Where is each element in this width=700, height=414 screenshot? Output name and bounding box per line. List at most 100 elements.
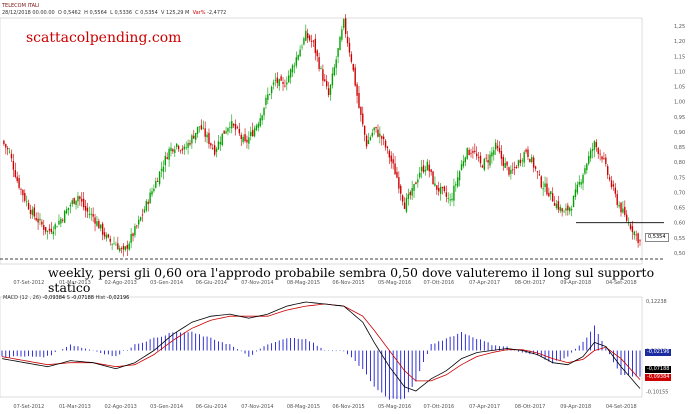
candle-body bbox=[506, 161, 508, 166]
candle-body bbox=[75, 200, 77, 206]
candle-body bbox=[445, 192, 448, 197]
candle-body bbox=[67, 207, 70, 210]
candle-body bbox=[284, 85, 286, 87]
candle-body bbox=[282, 82, 284, 84]
candle-body bbox=[84, 205, 87, 211]
candle-body bbox=[240, 134, 242, 139]
candle-body bbox=[261, 115, 263, 121]
candle-body bbox=[221, 133, 223, 146]
candle-body bbox=[122, 245, 125, 250]
candle-body bbox=[187, 142, 189, 148]
candle-body bbox=[620, 202, 622, 213]
candle-body bbox=[407, 194, 410, 199]
candle-body bbox=[117, 243, 119, 250]
ticker-label: TELECOM ITALI bbox=[2, 3, 40, 9]
candle-body bbox=[458, 171, 461, 181]
candle-body bbox=[151, 191, 153, 195]
candle-body bbox=[14, 169, 16, 177]
candle-body bbox=[269, 94, 271, 95]
candle-body bbox=[6, 148, 9, 150]
candle-body bbox=[430, 169, 432, 173]
candle-body bbox=[510, 169, 512, 174]
price-y-tick: 0,75 bbox=[674, 175, 685, 181]
candle-body bbox=[572, 195, 575, 208]
price-y-tick: 0,65 bbox=[674, 206, 685, 212]
candle-body bbox=[377, 129, 379, 137]
candle-body bbox=[232, 123, 235, 126]
candle-body bbox=[307, 33, 309, 39]
candle-body bbox=[561, 208, 563, 212]
candle-body bbox=[204, 128, 206, 137]
candle-body bbox=[111, 243, 113, 245]
candle-body bbox=[43, 225, 45, 230]
candle-body bbox=[405, 197, 408, 212]
price-x-tick: 07-Apr-2017 bbox=[469, 280, 500, 286]
price-x-tick: 09-Apr-2018 bbox=[560, 280, 591, 286]
candle-body bbox=[614, 187, 617, 194]
candle-body bbox=[513, 167, 516, 169]
candle-body bbox=[157, 181, 159, 182]
candle-body bbox=[227, 128, 229, 132]
candle-body bbox=[126, 245, 129, 249]
candle-body bbox=[291, 65, 294, 73]
macd-legend: MACD (12 , 26) -0,09384 S -0,07188 Hist … bbox=[3, 295, 129, 301]
close-value: 0,5354 bbox=[140, 10, 158, 16]
candle-body bbox=[166, 157, 168, 159]
candle-body bbox=[229, 127, 231, 128]
candle-body bbox=[44, 227, 47, 232]
candle-body bbox=[303, 38, 305, 45]
candle-body bbox=[120, 248, 123, 249]
candle-body bbox=[599, 153, 601, 155]
candle-body bbox=[419, 172, 421, 178]
candle-body bbox=[360, 106, 362, 115]
candle-body bbox=[339, 36, 341, 51]
candle-body bbox=[77, 195, 79, 202]
candle-body bbox=[375, 126, 377, 129]
candle-body bbox=[139, 217, 142, 221]
candle-body bbox=[20, 188, 22, 190]
macd-x-tick: 01-Mar-2013 bbox=[59, 404, 91, 410]
candle-body bbox=[525, 149, 527, 152]
signal-value: -0,07188 bbox=[71, 295, 94, 301]
candle-body bbox=[551, 193, 554, 202]
candle-body bbox=[470, 152, 472, 154]
candle-body bbox=[365, 135, 368, 147]
price-y-tick: 1,25 bbox=[674, 24, 685, 30]
candle-body bbox=[438, 187, 440, 192]
candle-body bbox=[388, 151, 391, 158]
candle-body bbox=[335, 59, 337, 68]
candle-body bbox=[82, 198, 85, 208]
candle-body bbox=[544, 183, 546, 187]
candle-body bbox=[115, 244, 117, 246]
candle-body bbox=[314, 38, 317, 54]
candle-body bbox=[267, 94, 269, 100]
candle-body bbox=[483, 158, 485, 170]
candle-body bbox=[286, 82, 288, 85]
candle-body bbox=[534, 166, 537, 169]
price-x-tick: 06-Giu-2014 bbox=[196, 280, 227, 286]
candle-body bbox=[223, 130, 225, 134]
candle-body bbox=[462, 161, 465, 167]
candle-body bbox=[310, 40, 313, 42]
candle-body bbox=[589, 150, 592, 159]
candle-body bbox=[270, 86, 273, 94]
candle-body bbox=[369, 137, 372, 140]
candle-body bbox=[631, 226, 634, 233]
candle-body bbox=[293, 65, 296, 67]
candle-body bbox=[105, 234, 108, 239]
candle-body bbox=[527, 149, 529, 158]
price-x-tick: 04-Set-2018 bbox=[606, 280, 637, 286]
candle-body bbox=[447, 198, 449, 199]
candle-body bbox=[69, 204, 72, 207]
candle-body bbox=[548, 192, 550, 197]
candle-body bbox=[81, 198, 83, 202]
candle-body bbox=[508, 167, 510, 175]
candle-body bbox=[605, 157, 607, 164]
high-value: 0,5564 bbox=[89, 10, 107, 16]
candle-body bbox=[629, 224, 632, 229]
candle-body bbox=[460, 164, 463, 171]
candle-body bbox=[382, 136, 385, 140]
candle-body bbox=[371, 132, 373, 137]
signal-badge: -0,07188 bbox=[645, 366, 672, 373]
